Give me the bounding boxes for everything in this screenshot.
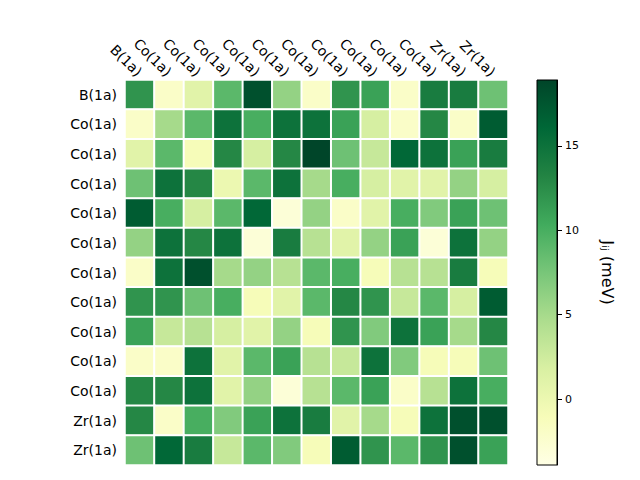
svg-text:Co(1a): Co(1a) bbox=[70, 324, 117, 340]
svg-text:Jᵢⱼ (meV): Jᵢⱼ (meV) bbox=[598, 239, 617, 304]
svg-text:Co(1a): Co(1a) bbox=[130, 35, 175, 80]
svg-text:Co(1a): Co(1a) bbox=[307, 35, 352, 80]
svg-text:B(1a): B(1a) bbox=[107, 41, 146, 80]
svg-text:Co(1a): Co(1a) bbox=[336, 35, 382, 80]
svg-text:Zr(1a): Zr(1a) bbox=[457, 37, 499, 79]
svg-text:Co(1a): Co(1a) bbox=[248, 35, 293, 80]
svg-text:Co(1a): Co(1a) bbox=[70, 294, 117, 310]
svg-text:Co(1a): Co(1a) bbox=[218, 35, 264, 80]
svg-text:Zr(1a): Zr(1a) bbox=[73, 413, 117, 429]
svg-text:Co(1a): Co(1a) bbox=[277, 35, 323, 80]
svg-text:Co(1a): Co(1a) bbox=[70, 205, 117, 221]
svg-text:Co(1a): Co(1a) bbox=[366, 35, 411, 80]
svg-text:Co(1a): Co(1a) bbox=[395, 35, 440, 80]
svg-text:Co(1a): Co(1a) bbox=[70, 265, 117, 281]
svg-text:10: 10 bbox=[565, 224, 579, 237]
svg-text:Co(1a): Co(1a) bbox=[70, 176, 117, 192]
svg-text:Co(1a): Co(1a) bbox=[160, 35, 205, 80]
svg-text:Co(1a): Co(1a) bbox=[70, 146, 117, 162]
svg-text:B(1a): B(1a) bbox=[79, 87, 117, 103]
svg-text:Co(1a): Co(1a) bbox=[70, 235, 117, 251]
svg-text:0: 0 bbox=[565, 393, 572, 406]
svg-text:Co(1a): Co(1a) bbox=[70, 383, 117, 399]
svg-text:Co(1a): Co(1a) bbox=[189, 35, 234, 80]
svg-text:Zr(1a): Zr(1a) bbox=[427, 37, 470, 80]
svg-text:15: 15 bbox=[565, 139, 579, 152]
svg-text:5: 5 bbox=[565, 308, 572, 321]
svg-text:Zr(1a): Zr(1a) bbox=[73, 442, 117, 458]
svg-text:Co(1a): Co(1a) bbox=[70, 116, 117, 132]
svg-text:Co(1a): Co(1a) bbox=[70, 353, 117, 369]
